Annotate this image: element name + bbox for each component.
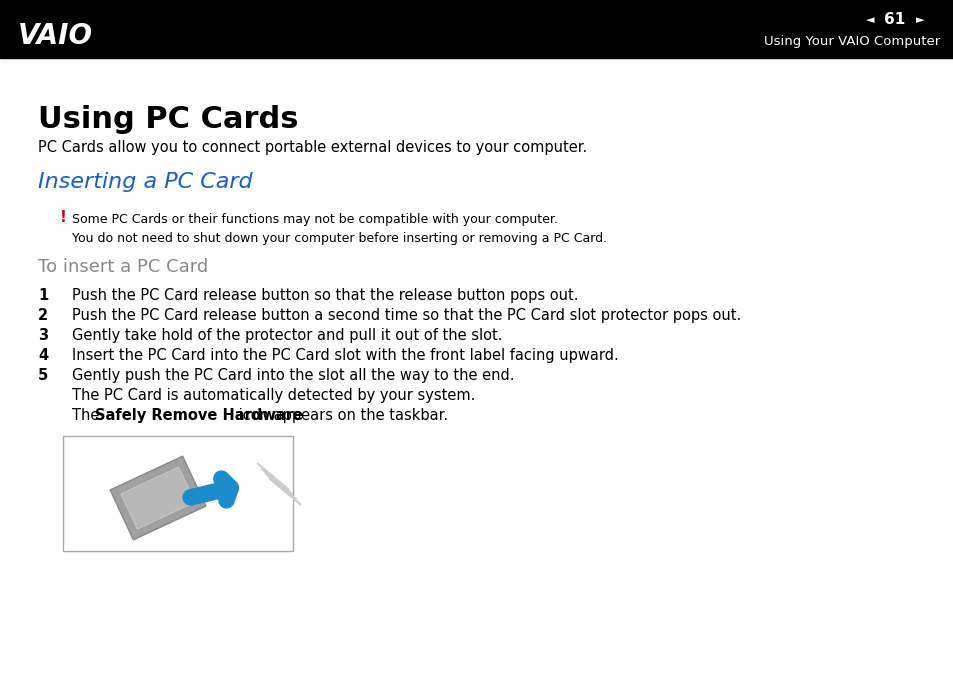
Text: PC Cards allow you to connect portable external devices to your computer.: PC Cards allow you to connect portable e… bbox=[38, 140, 587, 155]
Text: icon appears on the taskbar.: icon appears on the taskbar. bbox=[233, 408, 448, 423]
Text: 3: 3 bbox=[38, 328, 48, 343]
Text: Using Your VAIO Computer: Using Your VAIO Computer bbox=[763, 36, 939, 49]
Text: 2: 2 bbox=[38, 308, 48, 323]
Text: 5: 5 bbox=[38, 368, 49, 383]
Text: The PC Card is automatically detected by your system.: The PC Card is automatically detected by… bbox=[71, 388, 475, 403]
Text: Insert the PC Card into the PC Card slot with the front label facing upward.: Insert the PC Card into the PC Card slot… bbox=[71, 348, 618, 363]
Text: Safely Remove Hardware: Safely Remove Hardware bbox=[95, 408, 303, 423]
Text: Gently take hold of the protector and pull it out of the slot.: Gently take hold of the protector and pu… bbox=[71, 328, 502, 343]
Text: Using PC Cards: Using PC Cards bbox=[38, 105, 298, 134]
Text: ◄: ◄ bbox=[864, 15, 873, 25]
Text: 4: 4 bbox=[38, 348, 48, 363]
Text: You do not need to shut down your computer before inserting or removing a PC Car: You do not need to shut down your comput… bbox=[71, 232, 606, 245]
Text: The: The bbox=[71, 408, 104, 423]
FancyBboxPatch shape bbox=[63, 436, 293, 551]
Bar bbox=[0, 0, 953, 58]
Text: Inserting a PC Card: Inserting a PC Card bbox=[38, 172, 253, 192]
Text: Gently push the PC Card into the slot all the way to the end.: Gently push the PC Card into the slot al… bbox=[71, 368, 514, 383]
Text: ►: ► bbox=[915, 15, 923, 25]
FancyBboxPatch shape bbox=[110, 456, 206, 540]
Text: To insert a PC Card: To insert a PC Card bbox=[38, 258, 208, 276]
Text: Some PC Cards or their functions may not be compatible with your computer.: Some PC Cards or their functions may not… bbox=[71, 213, 558, 226]
Text: Push the PC Card release button a second time so that the PC Card slot protector: Push the PC Card release button a second… bbox=[71, 308, 740, 323]
Text: 1: 1 bbox=[38, 288, 49, 303]
FancyBboxPatch shape bbox=[121, 467, 195, 529]
Text: Push the PC Card release button so that the release button pops out.: Push the PC Card release button so that … bbox=[71, 288, 578, 303]
Text: 61: 61 bbox=[883, 13, 904, 28]
Text: !: ! bbox=[60, 210, 67, 225]
Text: VAIO: VAIO bbox=[18, 22, 93, 50]
